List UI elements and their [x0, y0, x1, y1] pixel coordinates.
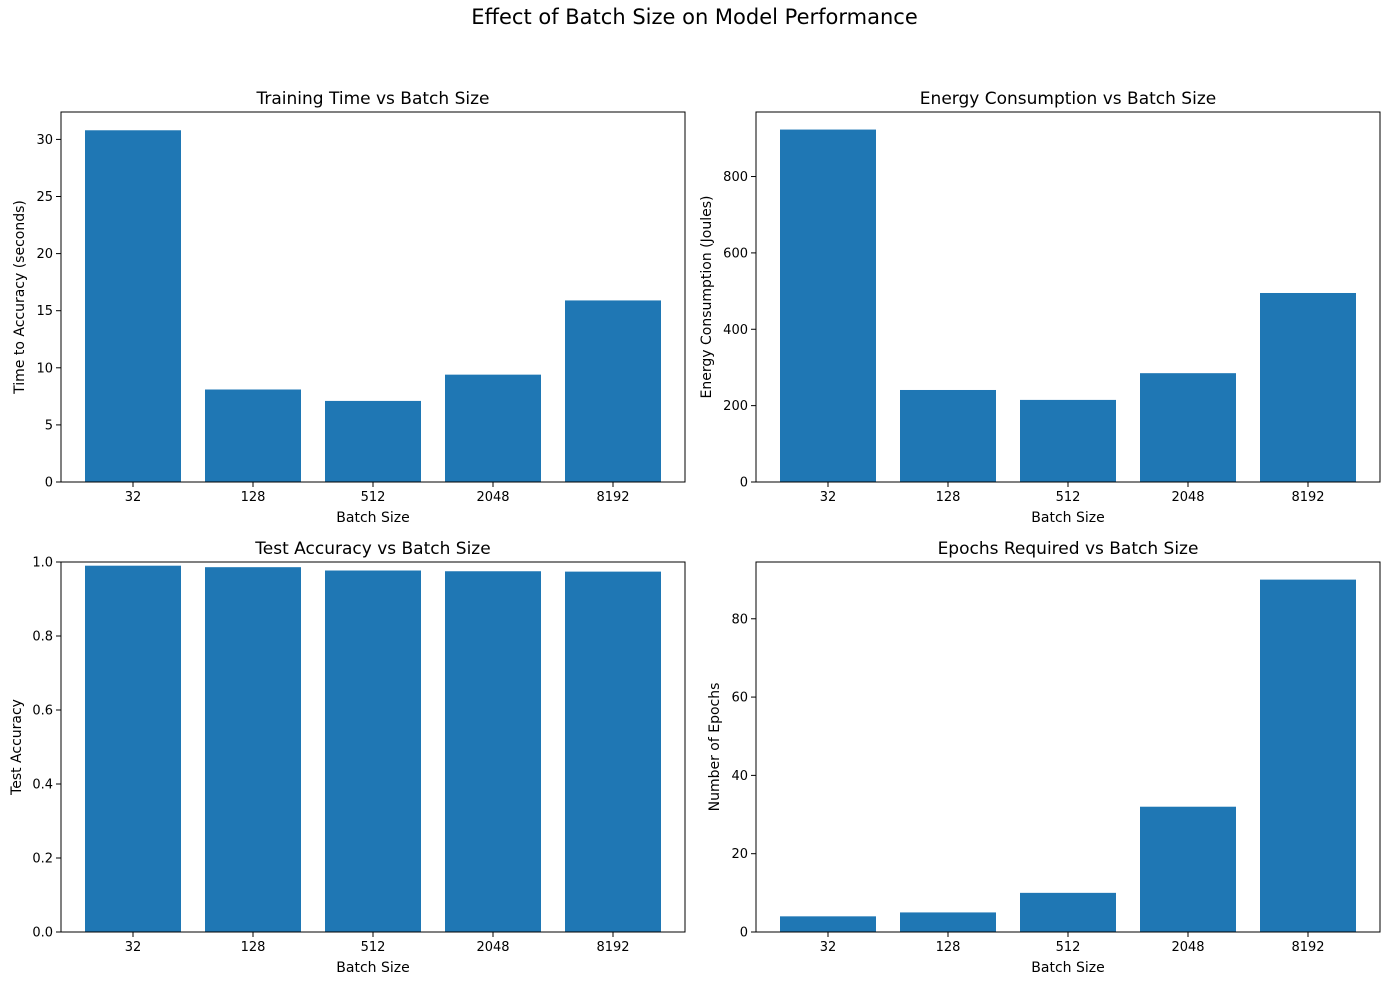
- bar-energy-consumption-512: [1020, 399, 1116, 482]
- xtick-label-energy-consumption-32: 32: [820, 490, 837, 505]
- ytick-label-training-time-6: 30: [36, 133, 53, 148]
- ylabel-training-time: Time to Accuracy (seconds): [12, 200, 28, 395]
- xtick-label-training-time-32: 32: [125, 490, 142, 505]
- xtick-label-test-accuracy-8192: 8192: [596, 940, 629, 955]
- xtick-label-epochs-required-32: 32: [820, 940, 837, 955]
- xtick-label-energy-consumption-512: 512: [1056, 490, 1081, 505]
- ytick-label-test-accuracy-5: 1.0: [32, 556, 53, 571]
- ytick-label-energy-consumption-4: 800: [723, 170, 748, 185]
- ytick-label-epochs-required-1: 20: [731, 847, 748, 862]
- xlabel-epochs-required: Batch Size: [1031, 960, 1104, 976]
- xtick-label-training-time-128: 128: [241, 490, 266, 505]
- bar-energy-consumption-128: [900, 389, 996, 482]
- axes-title-energy-consumption: Energy Consumption vs Batch Size: [920, 89, 1216, 109]
- ytick-label-training-time-3: 15: [36, 304, 53, 319]
- xtick-label-energy-consumption-8192: 8192: [1291, 490, 1324, 505]
- xtick-label-energy-consumption-128: 128: [936, 490, 961, 505]
- ytick-label-test-accuracy-1: 0.2: [32, 852, 53, 867]
- axes-title-test-accuracy: Test Accuracy vs Batch Size: [254, 539, 490, 559]
- xtick-label-epochs-required-8192: 8192: [1291, 940, 1324, 955]
- bar-epochs-required-8192: [1260, 579, 1356, 932]
- ytick-label-test-accuracy-3: 0.6: [32, 704, 53, 719]
- ytick-label-training-time-0: 0: [45, 476, 53, 491]
- xlabel-test-accuracy: Batch Size: [336, 960, 409, 976]
- bar-training-time-128: [205, 389, 301, 482]
- ytick-label-test-accuracy-4: 0.8: [32, 630, 53, 645]
- subplot-epochs-required: 32 128 512 2048 8192 0 20 40 60 80 Epochs Required…: [707, 539, 1381, 976]
- ytick-label-training-time-2: 10: [36, 361, 53, 376]
- subplot-test-accuracy: 32 128 512 2048 8192 0.0 0.2 0.4 0.6 0.8 1.0 Test A…: [9, 539, 686, 976]
- xtick-label-test-accuracy-128: 128: [241, 940, 266, 955]
- bar-training-time-8192: [565, 300, 661, 482]
- xtick-label-training-time-8192: 8192: [596, 490, 629, 505]
- ylabel-test-accuracy: Test Accuracy: [9, 699, 25, 796]
- xtick-label-training-time-512: 512: [361, 490, 386, 505]
- xtick-label-epochs-required-2048: 2048: [1171, 940, 1204, 955]
- subplot-energy-consumption: 32 128 512 2048 8192 0 200 400 600 800 Energy Cons…: [699, 89, 1381, 526]
- xlabel-training-time: Batch Size: [336, 510, 409, 526]
- bar-test-accuracy-32: [85, 565, 181, 932]
- bar-test-accuracy-512: [325, 570, 421, 932]
- ytick-label-energy-consumption-3: 600: [723, 246, 748, 261]
- ylabel-energy-consumption: Energy Consumption (Joules): [699, 196, 715, 399]
- bar-epochs-required-32: [780, 916, 876, 932]
- ytick-label-training-time-4: 20: [36, 247, 53, 262]
- ytick-label-energy-consumption-1: 200: [723, 399, 748, 414]
- subplot-training-time: 32 128 512 2048 8192 0 5 10 15 20 25 30 Training Tim…: [12, 89, 686, 526]
- ytick-label-energy-consumption-0: 0: [740, 476, 748, 491]
- axes-title-training-time: Training Time vs Batch Size: [256, 89, 490, 109]
- ytick-label-energy-consumption-2: 400: [723, 323, 748, 338]
- bar-training-time-2048: [445, 374, 541, 482]
- ytick-label-test-accuracy-0: 0.0: [32, 926, 53, 941]
- bar-epochs-required-512: [1020, 892, 1116, 932]
- ytick-label-epochs-required-2: 40: [731, 769, 748, 784]
- bar-training-time-32: [85, 130, 181, 482]
- xtick-label-training-time-2048: 2048: [476, 490, 509, 505]
- xtick-label-test-accuracy-2048: 2048: [476, 940, 509, 955]
- ytick-label-epochs-required-4: 80: [731, 612, 748, 627]
- bar-training-time-512: [325, 400, 421, 482]
- bar-energy-consumption-2048: [1140, 373, 1236, 482]
- figure-suptitle: Effect of Batch Size on Model Performanc…: [471, 5, 918, 29]
- bar-energy-consumption-32: [780, 129, 876, 482]
- xtick-label-epochs-required-128: 128: [936, 940, 961, 955]
- xtick-label-test-accuracy-32: 32: [125, 940, 142, 955]
- bar-test-accuracy-2048: [445, 571, 541, 932]
- ytick-label-training-time-1: 5: [45, 418, 53, 433]
- ytick-label-training-time-5: 25: [36, 190, 53, 205]
- ytick-label-test-accuracy-2: 0.4: [32, 778, 53, 793]
- axes-title-epochs-required: Epochs Required vs Batch Size: [938, 539, 1199, 559]
- xtick-label-energy-consumption-2048: 2048: [1171, 490, 1204, 505]
- xtick-label-epochs-required-512: 512: [1056, 940, 1081, 955]
- xtick-label-test-accuracy-512: 512: [361, 940, 386, 955]
- bar-test-accuracy-128: [205, 567, 301, 932]
- ytick-label-epochs-required-0: 0: [740, 926, 748, 941]
- xlabel-energy-consumption: Batch Size: [1031, 510, 1104, 526]
- bar-epochs-required-2048: [1140, 806, 1236, 932]
- ytick-label-epochs-required-3: 60: [731, 691, 748, 706]
- ylabel-epochs-required: Number of Epochs: [707, 683, 723, 812]
- bar-epochs-required-128: [900, 912, 996, 932]
- bar-energy-consumption-8192: [1260, 292, 1356, 482]
- bar-test-accuracy-8192: [565, 571, 661, 932]
